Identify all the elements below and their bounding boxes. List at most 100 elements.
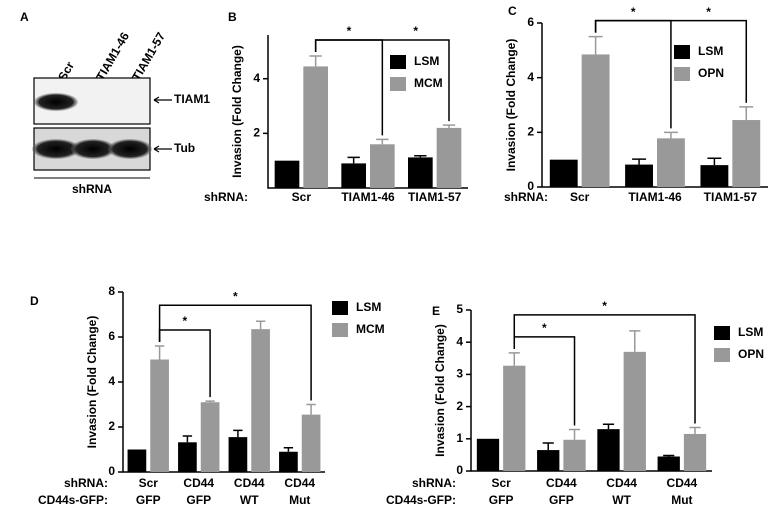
- panel-label: C: [508, 4, 517, 18]
- legend-swatch: [332, 301, 348, 315]
- y-tick-label: 2: [456, 399, 463, 413]
- error-bar: [739, 106, 754, 121]
- y-axis-label: Invasion (Fold Change): [230, 45, 244, 178]
- x-tick-label: Scr: [491, 476, 511, 490]
- bar: [228, 437, 248, 472]
- bar: [127, 449, 147, 472]
- bar: [623, 351, 646, 471]
- bar: [251, 329, 270, 472]
- legend-swatch: [714, 326, 730, 340]
- bar: [200, 402, 220, 472]
- bar: [303, 66, 328, 188]
- panel-label: E: [432, 304, 440, 318]
- y-tick-label: 0: [108, 464, 115, 478]
- legend-label: LSM: [738, 325, 763, 339]
- x-tick-label: CD44: [183, 476, 214, 490]
- bar: [178, 442, 197, 472]
- legend-label: MCM: [356, 322, 385, 336]
- y-tick-label: 0: [527, 179, 534, 193]
- legend-swatch: [390, 55, 406, 69]
- legend-label: OPN: [698, 66, 724, 80]
- error-bar: [205, 400, 215, 403]
- error-bar: [508, 352, 520, 366]
- bar: [408, 157, 433, 188]
- error-bar: [632, 158, 647, 165]
- error-bar: [283, 446, 294, 452]
- error-bar: [663, 131, 678, 139]
- x-tick-label: GFP: [489, 493, 514, 507]
- bar: [279, 451, 298, 472]
- x-tick-label: TIAM1-57: [704, 190, 758, 204]
- y-tick-label: 3: [456, 367, 463, 381]
- legend-label: MCM: [414, 76, 443, 90]
- x-tick-label: Mut: [289, 493, 310, 507]
- panel-label: B: [228, 10, 237, 24]
- bar: [150, 359, 169, 472]
- x-tick-label: CD44: [667, 476, 698, 490]
- axis: [267, 35, 468, 189]
- error-bar: [602, 423, 615, 430]
- x-tick-label: CD44: [546, 476, 577, 490]
- legend-label: LSM: [414, 54, 439, 68]
- arrow-head: [153, 145, 160, 153]
- legend-swatch: [674, 45, 690, 59]
- error-bar: [376, 138, 389, 145]
- x-tick-label: Scr: [292, 190, 312, 204]
- x-tick-label: TIAM1-57: [408, 190, 462, 204]
- category-row-label: shRNA:: [204, 190, 248, 204]
- legend-swatch: [714, 348, 730, 362]
- y-tick-label: 1: [456, 431, 463, 445]
- bar: [549, 159, 578, 187]
- error-bar: [154, 345, 165, 360]
- y-tick-label: 6: [108, 329, 115, 343]
- bar: [700, 165, 729, 187]
- error-bar: [347, 156, 360, 164]
- panel: E Invasion (Fold Change) 0 1 2 3 4 5 shRNA: CD44s…: [386, 299, 764, 507]
- error-bar: [306, 403, 316, 415]
- significance-label: *: [347, 24, 352, 38]
- bar: [274, 160, 300, 188]
- significance-bracket: [594, 19, 748, 103]
- bar: [625, 164, 653, 187]
- x-tick-label: CD44: [606, 476, 637, 490]
- y-tick-label: 0: [456, 463, 463, 477]
- x-tick-label: Mut: [671, 493, 692, 507]
- error-bar: [233, 429, 243, 438]
- y-tick-label: 8: [108, 284, 115, 298]
- blot-band: [32, 139, 80, 159]
- legend-swatch: [390, 77, 406, 91]
- error-bar: [414, 155, 427, 158]
- arrow-head: [153, 96, 160, 104]
- blot-band: [108, 139, 152, 159]
- error-bar: [442, 124, 456, 128]
- bar: [683, 433, 707, 471]
- bar: [732, 120, 761, 187]
- bar: [657, 456, 680, 471]
- error-bar: [309, 55, 322, 67]
- panel: C Invasion (Fold Change) 0 2 4 6 shRNA: Scr TIAM…: [504, 4, 768, 204]
- x-tick-label: Scr: [139, 476, 159, 490]
- significance-label: *: [183, 314, 188, 328]
- significance-bracket: [158, 304, 312, 401]
- category-row-label: shRNA:: [412, 476, 456, 490]
- y-tick-label: 4: [456, 334, 463, 348]
- lane-label: TIAM1-46: [93, 30, 132, 83]
- category-row-label: CD44s-GFP:: [386, 493, 456, 507]
- significance-label: *: [233, 289, 238, 303]
- panel-a: A Scr TIAM1-46 TIAM1-57 TIAM1 Tub shRNA: [20, 10, 210, 196]
- y-tick-label: 5: [456, 302, 463, 316]
- blot-band: [34, 93, 78, 111]
- bar: [537, 450, 560, 471]
- x-tick-label: WT: [240, 493, 259, 507]
- legend-swatch: [674, 67, 690, 81]
- lane-label: TIAM1-57: [129, 30, 168, 83]
- band-label: Tub: [174, 141, 195, 155]
- error-bar: [255, 320, 266, 330]
- panel: B Invasion (Fold Change) 2 4 shRNA: Scr TIAM1-…: [204, 10, 468, 204]
- legend-label: LSM: [698, 44, 723, 58]
- bar: [301, 414, 321, 472]
- x-tick-label: GFP: [549, 493, 574, 507]
- band-label: TIAM1: [174, 92, 210, 106]
- error-bar: [182, 435, 193, 443]
- x-tick-label: GFP: [186, 493, 211, 507]
